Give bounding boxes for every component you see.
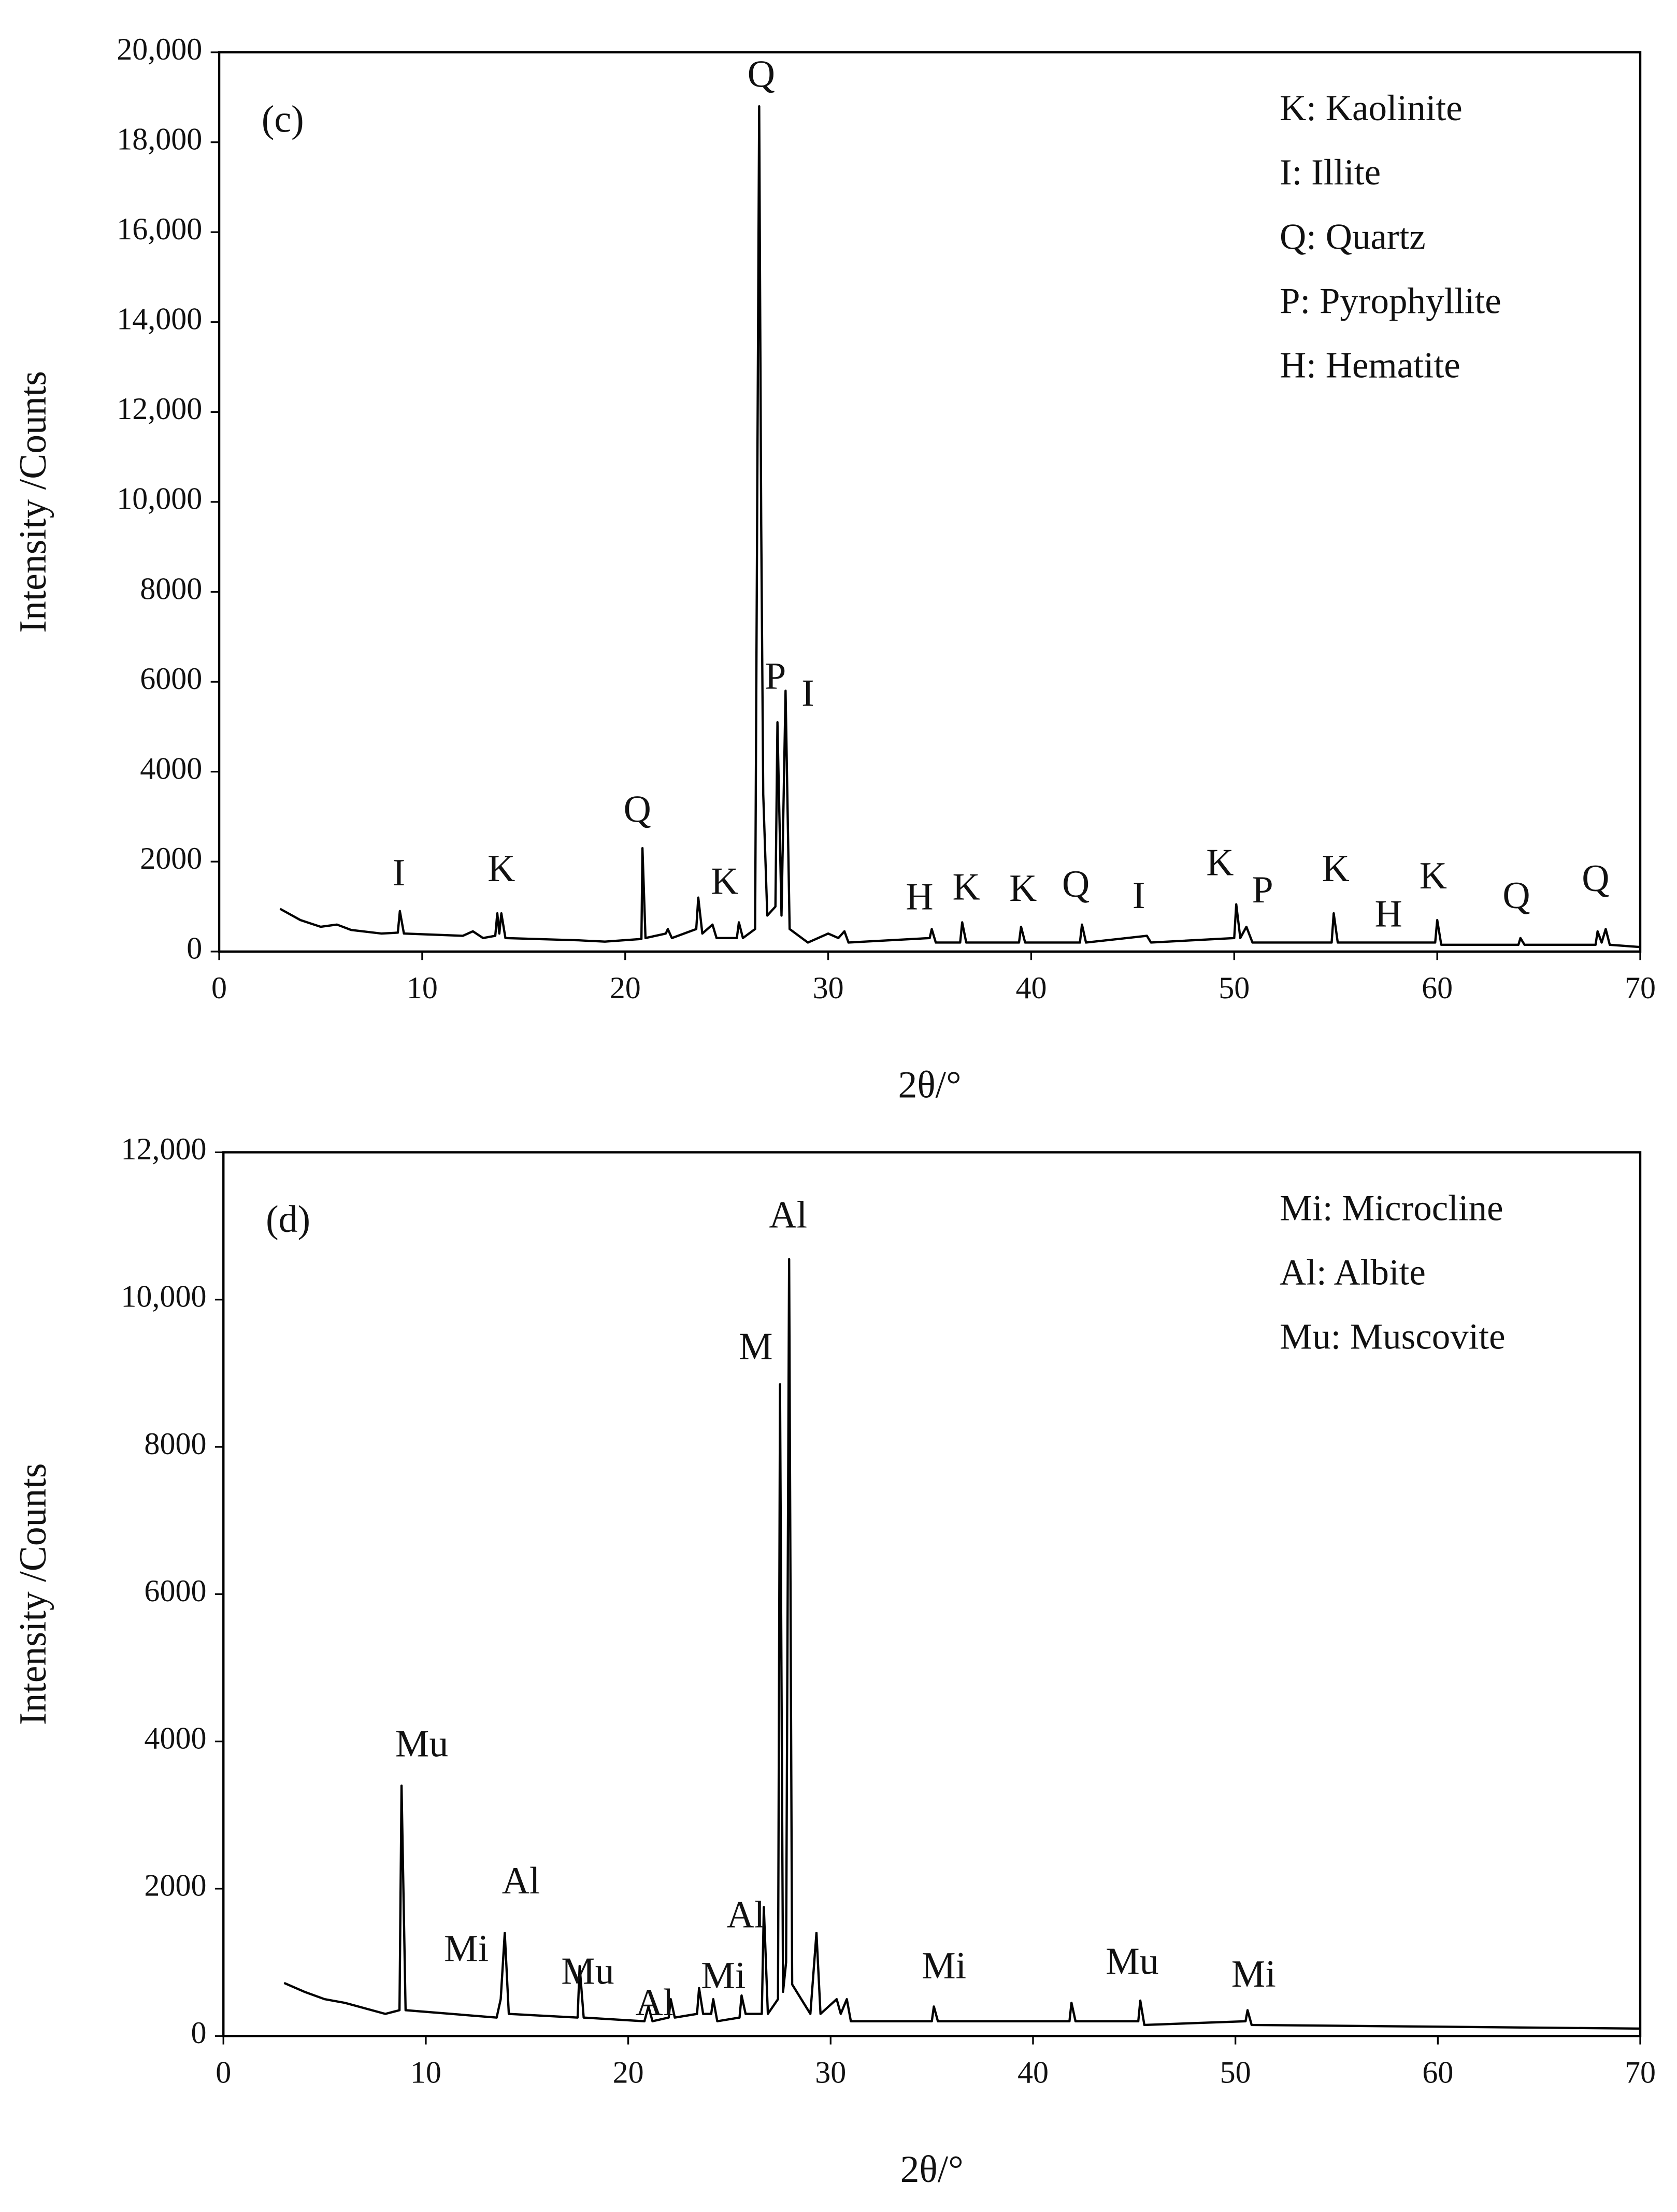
peak-label: K <box>1322 847 1350 889</box>
y-tick-label: 2000 <box>140 841 202 875</box>
peak-label: P <box>1252 868 1273 911</box>
x-tick-label: 0 <box>211 970 227 1005</box>
x-tick-label: 50 <box>1220 2055 1251 2089</box>
peak-label: Mi <box>701 1954 746 1996</box>
x-tick-label: 40 <box>1017 2055 1049 2089</box>
peak-label: I <box>1133 874 1145 916</box>
panel-label: (c) <box>262 97 304 140</box>
plot-frame <box>222 1151 1642 2037</box>
y-tick-label: 0 <box>187 931 202 966</box>
peak-label: Mu <box>561 1950 614 1992</box>
x-tick-label: 10 <box>407 970 438 1005</box>
y-tick-label: 12,000 <box>121 1131 206 1166</box>
peak-label: K <box>711 859 738 902</box>
diffraction-line <box>283 1258 1641 2030</box>
peak-label: P <box>765 655 786 697</box>
peak-label: I <box>801 671 814 714</box>
peak-label: Q <box>748 52 775 95</box>
y-tick-label: 14,000 <box>117 301 202 336</box>
y-tick-label: 6000 <box>140 661 202 696</box>
peak-label: Al <box>636 1981 674 2023</box>
peak-label: Al <box>769 1194 807 1236</box>
y-tick-label: 16,000 <box>117 211 202 246</box>
y-tick-label: 2000 <box>144 1868 206 1903</box>
y-tick-label: 10,000 <box>121 1279 206 1313</box>
x-tick-label: 20 <box>610 970 641 1005</box>
peak-label: Mi <box>1231 1952 1276 1995</box>
diffraction-line <box>279 105 1641 949</box>
x-tick-label: 20 <box>613 2055 644 2089</box>
legend-entry: K: Kaolinite <box>1280 88 1463 128</box>
legend-entry: P: Pyrophyllite <box>1280 281 1501 321</box>
peak-label: Mi <box>922 1944 966 1987</box>
peak-label: I <box>393 851 406 894</box>
peak-label: Mu <box>1106 1940 1158 1983</box>
peak-label: Q <box>1502 874 1530 916</box>
y-tick-label: 18,000 <box>117 121 202 156</box>
peak-label: K <box>488 847 515 889</box>
y-tick-label: 10,000 <box>117 481 202 516</box>
y-axis-title: Intensity /Counts <box>11 1463 54 1725</box>
x-tick-label: 60 <box>1422 2055 1453 2089</box>
plot-frame <box>218 51 1642 953</box>
peak-label: H <box>1375 893 1402 935</box>
x-tick-label: 30 <box>813 970 844 1005</box>
peak-label: Q <box>624 787 651 830</box>
legend-entry: Al: Albite <box>1280 1252 1426 1292</box>
legend-entry: H: Hematite <box>1280 346 1460 386</box>
legend-entry: Mu: Muscovite <box>1280 1317 1506 1357</box>
x-tick-label: 30 <box>815 2055 846 2089</box>
x-axis-title: 2θ/° <box>900 2148 964 2190</box>
y-tick-label: 0 <box>191 2015 206 2050</box>
x-tick-label: 50 <box>1219 970 1250 1005</box>
peak-label: Mu <box>395 1722 448 1764</box>
peak-label: K <box>952 866 980 908</box>
x-tick-label: 70 <box>1625 2055 1656 2089</box>
peak-label: K <box>1009 867 1037 909</box>
y-tick-label: 8000 <box>140 571 202 606</box>
peak-label: K <box>1206 841 1234 884</box>
peak-label: H <box>906 875 933 918</box>
y-tick-label: 4000 <box>140 751 202 785</box>
x-tick-label: 60 <box>1422 970 1453 1005</box>
legend-entry: Mi: Microcline <box>1280 1188 1503 1228</box>
y-tick-label: 20,000 <box>117 32 202 66</box>
x-tick-label: 70 <box>1625 970 1656 1005</box>
peak-label: Al <box>502 1859 540 1902</box>
x-tick-label: 40 <box>1015 970 1047 1005</box>
y-axis-title: Intensity /Counts <box>11 371 54 633</box>
peak-label: Q <box>1582 857 1609 899</box>
legend-entry: I: Illite <box>1280 152 1381 193</box>
y-tick-label: 4000 <box>144 1720 206 1755</box>
legend-entry: Q: Quartz <box>1280 217 1426 257</box>
peak-label: M <box>739 1325 773 1367</box>
x-tick-label: 10 <box>410 2055 441 2089</box>
x-axis-title: 2θ/° <box>898 1063 961 1105</box>
x-tick-label: 0 <box>216 2055 231 2089</box>
y-tick-label: 8000 <box>144 1426 206 1461</box>
y-tick-label: 6000 <box>144 1573 206 1608</box>
panel-label: (d) <box>266 1198 310 1240</box>
peak-label: Q <box>1062 863 1090 905</box>
y-tick-label: 12,000 <box>117 391 202 426</box>
peak-label: Al <box>726 1893 765 1936</box>
peak-label: K <box>1420 854 1447 897</box>
peak-label: Mi <box>444 1927 489 1970</box>
